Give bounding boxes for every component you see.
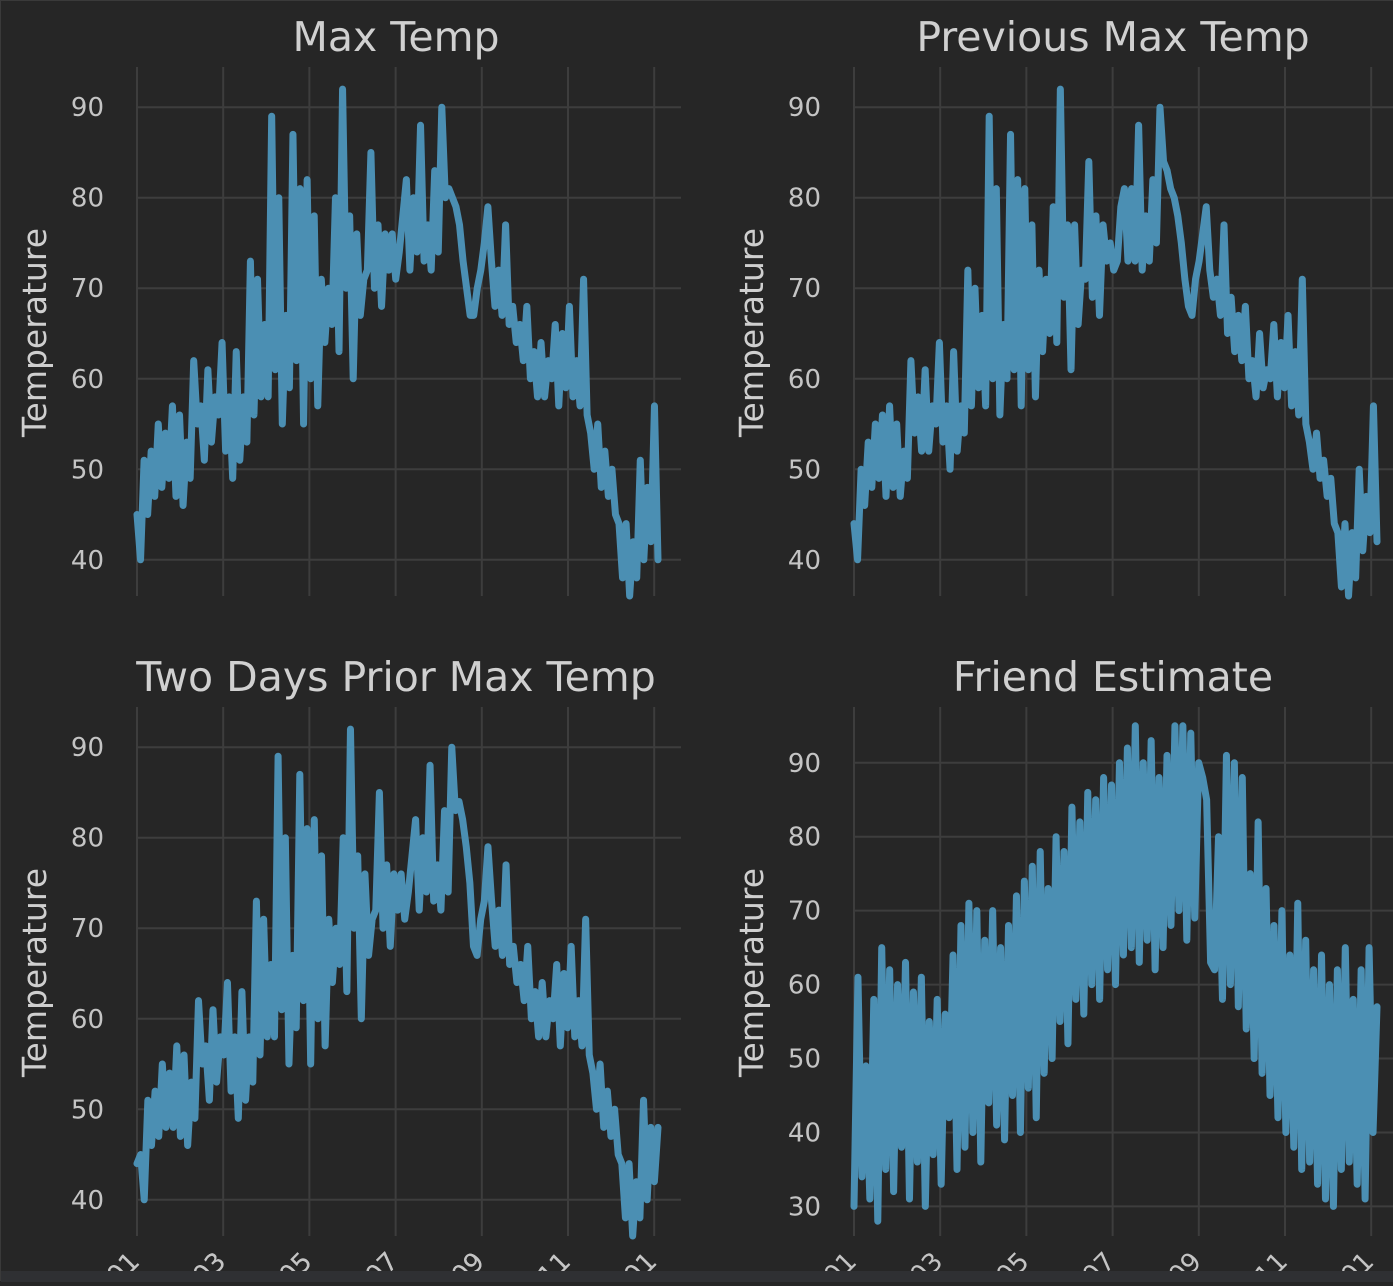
- y-tick-label: 80: [788, 184, 821, 214]
- y-tick-label: 30: [788, 1192, 821, 1222]
- y-tick-label: 70: [71, 914, 104, 944]
- series-line: [850, 722, 1381, 1225]
- y-tick-label: 80: [788, 823, 821, 853]
- chart-title-previous-max-temp: Previous Max Temp: [916, 13, 1309, 61]
- y-tick-label: 90: [788, 749, 821, 779]
- y-axis-label: Temperature: [15, 228, 54, 438]
- y-tick-label: 80: [71, 824, 104, 854]
- y-tick-label: 70: [788, 897, 821, 927]
- y-tick-label: 40: [71, 1186, 104, 1216]
- chart-title-friend-estimate: Friend Estimate: [953, 653, 1273, 701]
- figure-bottom-edge: [1, 1271, 1393, 1282]
- y-tick-label: 50: [71, 1095, 104, 1125]
- y-tick-label: 60: [788, 365, 821, 395]
- y-tick-label: 50: [71, 455, 104, 485]
- series-line: [133, 85, 662, 600]
- y-tick-label: 70: [788, 274, 821, 304]
- y-axis-label: Temperature: [15, 868, 54, 1078]
- y-tick-label: 40: [788, 546, 821, 576]
- y-tick-label: 40: [788, 1118, 821, 1148]
- y-tick-label: 90: [71, 733, 104, 763]
- y-tick-label: 90: [788, 93, 821, 123]
- y-tick-label: 50: [788, 455, 821, 485]
- y-tick-label: 90: [71, 93, 104, 123]
- y-tick-label: 50: [788, 1045, 821, 1075]
- y-tick-label: 60: [71, 1005, 104, 1035]
- chart-panel-previous-max-temp: 40 50 60 70 80 90 Previous Max Temp Temperature: [732, 13, 1393, 600]
- chart-title-max-temp: Max Temp: [292, 13, 499, 61]
- y-axis-label: Temperature: [732, 868, 771, 1078]
- y-tick-label: 70: [71, 274, 104, 304]
- series-line: [850, 85, 1381, 600]
- y-tick-label: 60: [788, 971, 821, 1001]
- chart-title-two-days-prior-max-temp: Two Days Prior Max Temp: [135, 653, 656, 701]
- chart-panel-friend-estimate: 30 40 50 60 70 80 90 Friend Estimate Temperature…: [732, 653, 1393, 1286]
- chart-panel-two-days-prior-max-temp: 40 50 60 70 80 90 Two Days Prior Max Temp Tempe…: [15, 653, 681, 1286]
- y-tick-label: 40: [71, 546, 104, 576]
- y-axis-label: Temperature: [732, 228, 771, 438]
- series-line: [133, 725, 662, 1240]
- y-tick-label: 60: [71, 365, 104, 395]
- y-tick-label: 80: [71, 184, 104, 214]
